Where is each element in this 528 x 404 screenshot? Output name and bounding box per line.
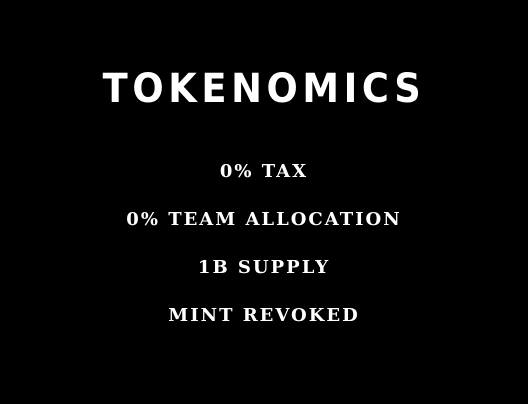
tokenomics-title: TOKENOMICS — [21, 62, 507, 116]
fact-supply: 1B SUPPLY — [0, 256, 528, 304]
fact-tax: 0% TAX — [0, 160, 528, 208]
tokenomics-list: 0% TAX 0% TEAM ALLOCATION 1B SUPPLY MINT… — [0, 160, 528, 352]
fact-team-allocation: 0% TEAM ALLOCATION — [0, 208, 528, 256]
fact-mint-revoked: MINT REVOKED — [0, 304, 528, 352]
